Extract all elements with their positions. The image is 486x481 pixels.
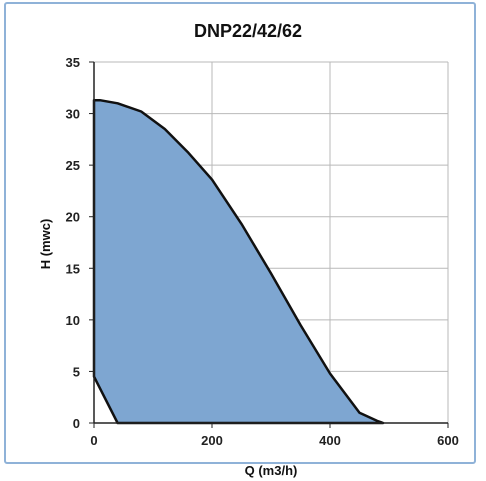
axis-layer [93,62,448,424]
y-tick-label-1: 5 [73,364,80,379]
x-tick-label-2: 400 [319,433,341,448]
x-tick-label-1: 200 [201,433,223,448]
x-tick-label-0: 0 [90,433,97,448]
ticks-layer: 0 200 400 600 0 5 10 15 20 25 30 35 [66,55,459,448]
y-axis-label: H (mwc) [38,219,53,270]
y-tick-label-4: 20 [66,210,80,225]
y-tick-label-3: 15 [66,261,80,276]
x-tick-label-3: 600 [437,433,459,448]
y-tick-label-2: 10 [66,313,80,328]
chart-title: DNP22/42/62 [194,21,302,41]
y-tick-label-6: 30 [66,107,80,122]
y-tick-label-5: 25 [66,158,80,173]
y-tick-label-7: 35 [66,55,80,70]
operating-area-series-0 [92,98,385,425]
y-tick-label-0: 0 [73,416,80,431]
area-layer [92,98,385,425]
x-axis-label: Q (m3/h) [245,463,298,478]
